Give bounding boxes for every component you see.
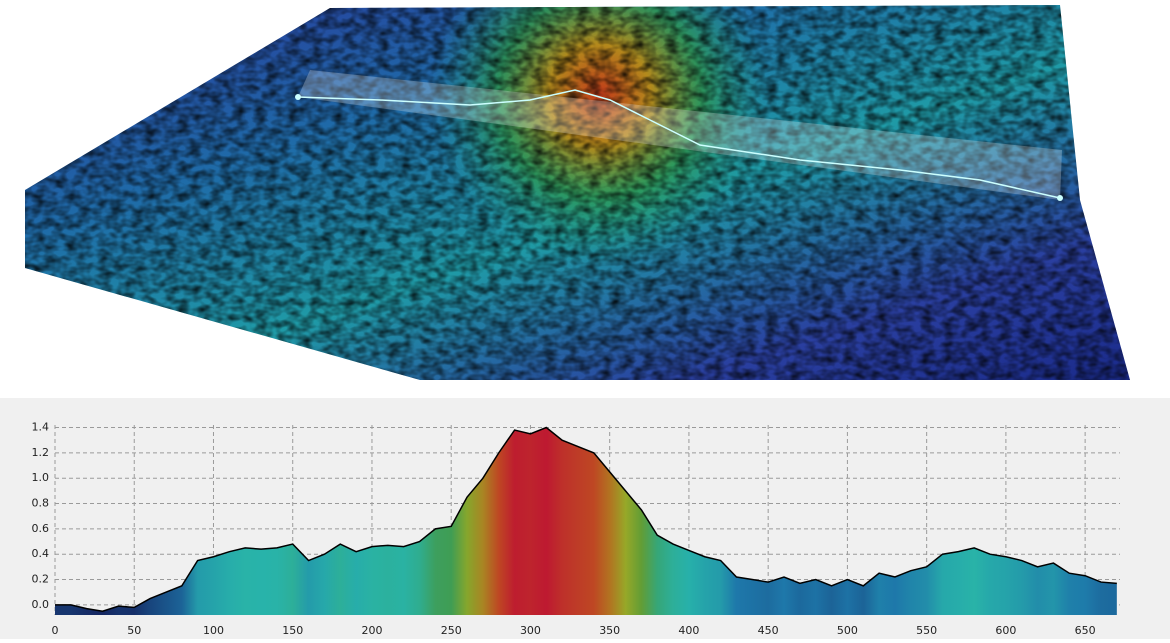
y-tick-label: 1.0 bbox=[32, 471, 50, 484]
x-tick-label: 650 bbox=[1075, 624, 1096, 637]
y-tick-label: 0.4 bbox=[32, 547, 50, 560]
x-tick-label: 250 bbox=[441, 624, 462, 637]
x-tick-label: 300 bbox=[520, 624, 541, 637]
x-tick-label: 500 bbox=[837, 624, 858, 637]
profile-chart: 0.0 0.2 0.4 0.6 0.8 1.0 1.2 1.4 0 50 100 150 200 250 3… bbox=[32, 421, 1121, 637]
page: {"chart_data": {"type": "area", "x": [0,… bbox=[0, 0, 1170, 639]
y-tick-label: 0.6 bbox=[32, 522, 50, 535]
x-tick-label: 450 bbox=[758, 624, 779, 637]
x-tick-label: 350 bbox=[599, 624, 620, 637]
y-tick-label: 1.2 bbox=[32, 446, 50, 459]
profile-end bbox=[1057, 195, 1063, 201]
x-tick-label: 600 bbox=[995, 624, 1016, 637]
x-tick-label: 400 bbox=[678, 624, 699, 637]
x-tick-label: 200 bbox=[361, 624, 382, 637]
x-tick-label: 50 bbox=[127, 624, 141, 637]
x-tick-label: 150 bbox=[282, 624, 303, 637]
y-tick-label: 0.8 bbox=[32, 497, 50, 510]
screen: 0.0 0.2 0.4 0.6 0.8 1.0 1.2 1.4 0 50 100 150 200 250 3… bbox=[0, 0, 1170, 639]
x-tick-label: 0 bbox=[52, 624, 59, 637]
y-tick-label: 1.4 bbox=[32, 421, 50, 434]
y-tick-label: 0.0 bbox=[32, 598, 50, 611]
x-tick-label: 100 bbox=[203, 624, 224, 637]
y-tick-label: 0.2 bbox=[32, 573, 50, 586]
profile-start bbox=[295, 94, 301, 100]
x-tick-label: 550 bbox=[916, 624, 937, 637]
terrain-view bbox=[0, 0, 1170, 380]
